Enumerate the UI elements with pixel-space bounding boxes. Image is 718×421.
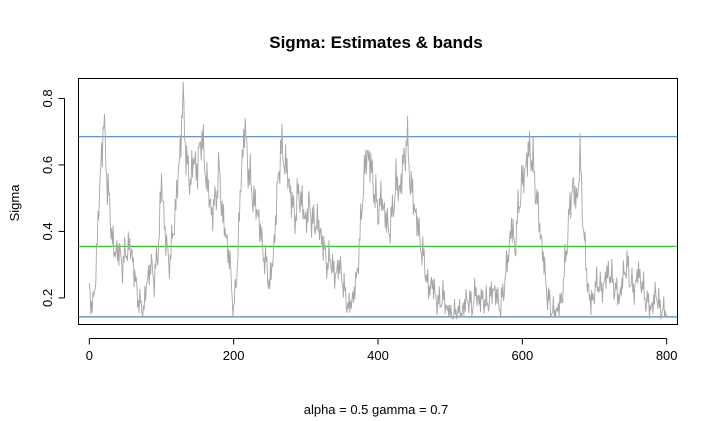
y-tick-label: 0.4 — [40, 222, 55, 240]
x-axis: 0 200 400 600 800 — [86, 338, 678, 363]
y-tick-label: 0.6 — [40, 156, 55, 174]
sigma-estimate-line — [88, 81, 668, 320]
x-tick-label: 800 — [656, 348, 678, 363]
y-axis: 0.2 0.4 0.6 0.8 — [40, 89, 65, 307]
chart-title: Sigma: Estimates & bands — [269, 33, 483, 52]
x-tick-label: 0 — [86, 348, 93, 363]
plot-frame — [78, 78, 678, 325]
y-tick-label: 0.2 — [40, 289, 55, 307]
band-lines — [78, 136, 678, 318]
x-tick-label: 200 — [223, 348, 245, 363]
x-tick-label: 600 — [511, 348, 533, 363]
x-axis-label: alpha = 0.5 gamma = 0.7 — [304, 402, 449, 417]
x-tick-label: 400 — [367, 348, 389, 363]
series-layer — [88, 81, 668, 320]
y-axis-label: Sigma — [7, 184, 22, 222]
y-tick-label: 0.8 — [40, 89, 55, 107]
